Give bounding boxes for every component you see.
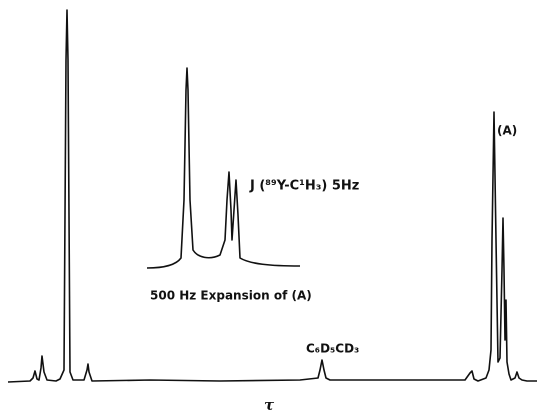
spectrum: [7, 9, 537, 383]
expansion-trace: [146, 67, 301, 269]
coupling-label: J (⁸⁹Y-C¹H₃) 5Hz: [249, 179, 359, 194]
axis-label: τ: [264, 396, 275, 414]
solvent-label: C₆D₅CD₃: [306, 342, 359, 356]
expansion-label: 500 Hz Expansion of (A): [150, 289, 312, 303]
peak-a-label: (A): [497, 124, 517, 138]
